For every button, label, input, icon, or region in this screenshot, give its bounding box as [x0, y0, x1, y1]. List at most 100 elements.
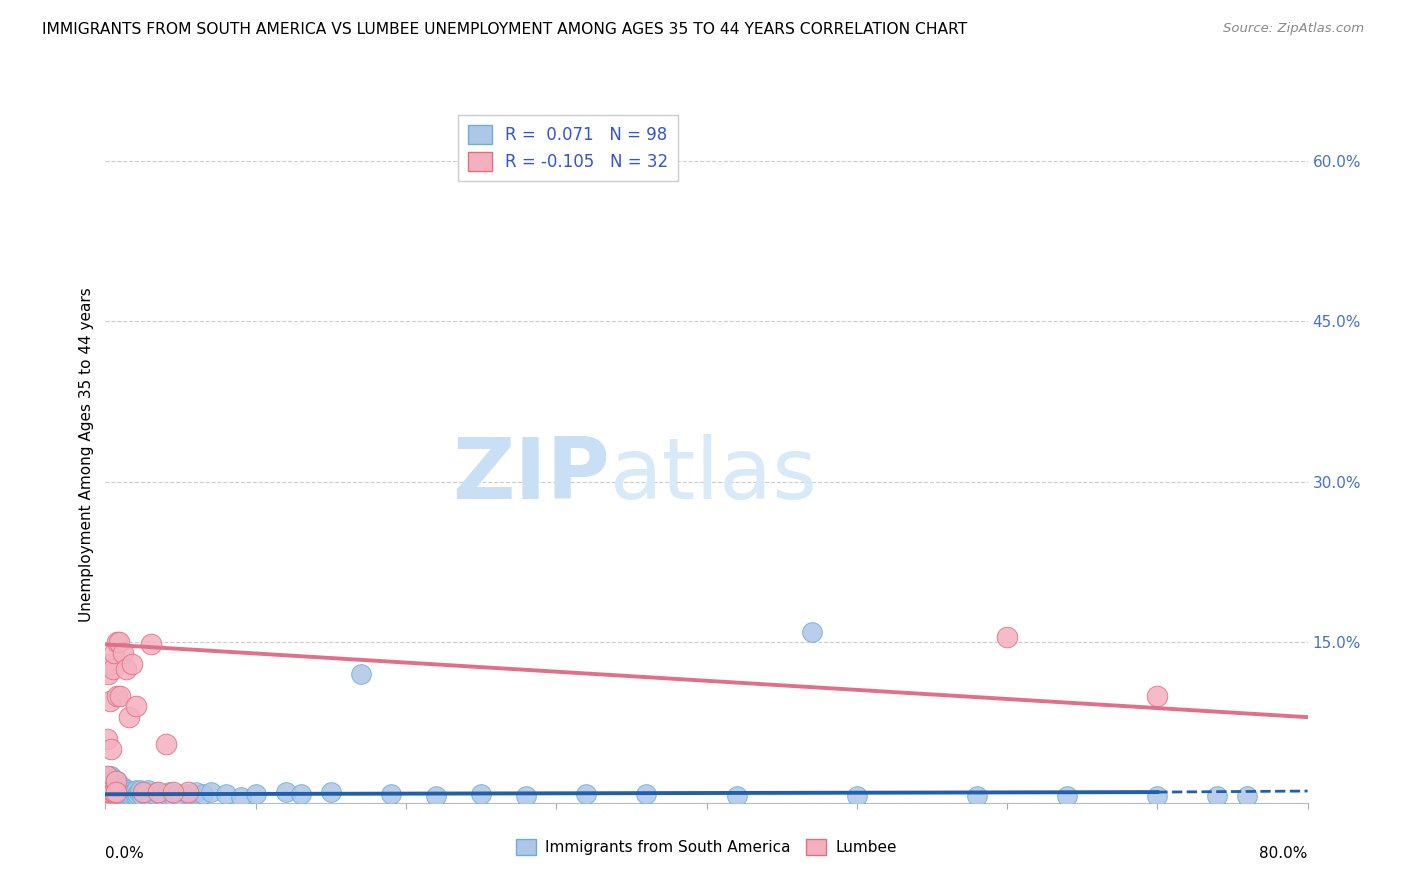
Point	[120, 789, 142, 804]
Point	[636, 787, 658, 801]
Point	[112, 787, 135, 801]
Point	[162, 785, 184, 799]
Point	[132, 785, 155, 799]
Point	[725, 789, 748, 804]
Point	[101, 662, 124, 676]
Point	[157, 785, 180, 799]
Point	[98, 694, 121, 708]
Point	[108, 787, 131, 801]
Point	[139, 789, 162, 804]
Point	[101, 785, 124, 799]
Point	[135, 785, 157, 799]
Text: IMMIGRANTS FROM SOUTH AMERICA VS LUMBEE UNEMPLOYMENT AMONG AGES 35 TO 44 YEARS C: IMMIGRANTS FROM SOUTH AMERICA VS LUMBEE …	[42, 22, 967, 37]
Point	[97, 776, 120, 790]
Point	[98, 774, 121, 789]
Point	[107, 783, 129, 797]
Point	[108, 780, 131, 794]
Text: atlas: atlas	[610, 434, 818, 517]
Point	[100, 657, 122, 671]
Point	[118, 785, 141, 799]
Point	[118, 789, 141, 804]
Point	[148, 787, 170, 801]
Point	[110, 780, 132, 794]
Point	[112, 646, 135, 660]
Text: Source: ZipAtlas.com: Source: ZipAtlas.com	[1223, 22, 1364, 36]
Point	[995, 630, 1018, 644]
Point	[380, 787, 402, 801]
Point	[134, 787, 156, 801]
Point	[103, 774, 125, 789]
Point	[245, 787, 267, 801]
Point	[290, 787, 312, 801]
Point	[575, 787, 598, 801]
Point	[107, 787, 129, 801]
Point	[98, 785, 121, 799]
Point	[96, 790, 118, 805]
Point	[107, 635, 129, 649]
Point	[115, 787, 138, 801]
Point	[1056, 789, 1078, 804]
Point	[177, 787, 200, 801]
Point	[103, 780, 125, 794]
Point	[966, 789, 988, 804]
Point	[103, 785, 125, 799]
Point	[107, 689, 129, 703]
Point	[152, 789, 174, 804]
Text: 0.0%: 0.0%	[105, 846, 145, 861]
Point	[101, 772, 124, 787]
Point	[191, 787, 214, 801]
Point	[184, 785, 207, 799]
Point	[100, 790, 122, 805]
Point	[1236, 789, 1258, 804]
Point	[100, 769, 122, 783]
Point	[111, 790, 134, 805]
Point	[101, 783, 124, 797]
Point	[131, 789, 153, 804]
Text: 80.0%: 80.0%	[1260, 846, 1308, 861]
Point	[100, 742, 122, 756]
Point	[96, 785, 118, 799]
Point	[1146, 789, 1168, 804]
Y-axis label: Unemployment Among Ages 35 to 44 years: Unemployment Among Ages 35 to 44 years	[79, 287, 94, 623]
Point	[124, 783, 146, 797]
Point	[107, 790, 129, 805]
Point	[112, 780, 135, 794]
Point	[104, 783, 127, 797]
Point	[98, 769, 121, 783]
Point	[97, 774, 120, 789]
Point	[97, 785, 120, 799]
Point	[104, 785, 127, 799]
Point	[129, 783, 152, 797]
Point	[128, 785, 150, 799]
Point	[104, 774, 127, 789]
Point	[136, 783, 159, 797]
Point	[229, 790, 252, 805]
Point	[101, 790, 124, 805]
Point	[104, 790, 127, 805]
Point	[117, 783, 139, 797]
Point	[98, 780, 121, 794]
Point	[121, 787, 143, 801]
Point	[110, 689, 132, 703]
Legend: Immigrants from South America, Lumbee: Immigrants from South America, Lumbee	[510, 833, 903, 862]
Point	[166, 787, 188, 801]
Point	[146, 785, 169, 799]
Point	[97, 667, 120, 681]
Point	[274, 785, 297, 799]
Point	[200, 785, 222, 799]
Point	[98, 789, 121, 804]
Point	[101, 787, 124, 801]
Point	[214, 787, 236, 801]
Point	[125, 787, 148, 801]
Point	[117, 790, 139, 805]
Point	[104, 787, 127, 801]
Point	[110, 785, 132, 799]
Point	[104, 776, 127, 790]
Point	[124, 789, 146, 804]
Point	[162, 789, 184, 804]
Point	[121, 657, 143, 671]
Point	[124, 699, 146, 714]
Point	[470, 787, 492, 801]
Point	[96, 731, 118, 746]
Point	[132, 785, 155, 799]
